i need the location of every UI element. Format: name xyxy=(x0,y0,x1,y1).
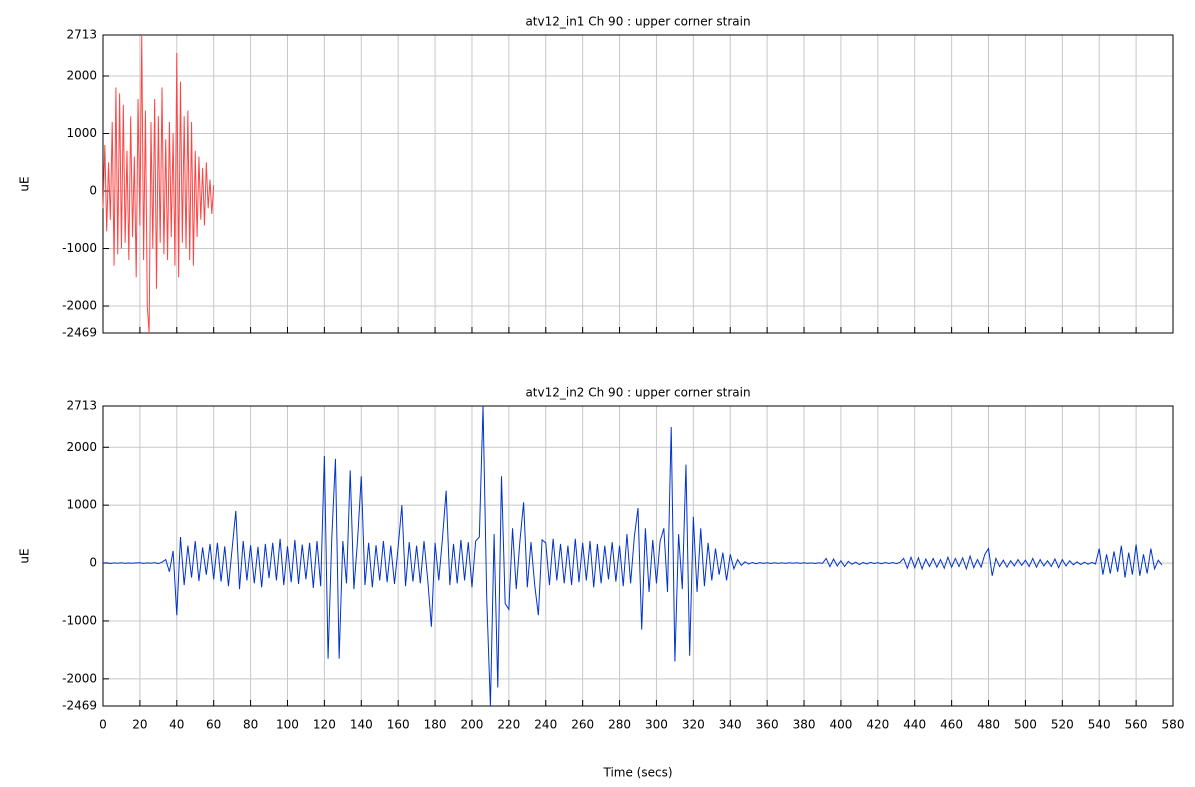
x-tick-label: 360 xyxy=(756,718,779,732)
x-tick-label: 380 xyxy=(793,718,816,732)
signal-line xyxy=(102,34,215,334)
signal-line xyxy=(102,405,1163,707)
y-tick-label: -2469 xyxy=(62,326,97,340)
chart-title: atv12_in2 Ch 90 : upper corner strain xyxy=(525,386,750,400)
x-tick-label: 80 xyxy=(243,718,258,732)
x-tick-label: 500 xyxy=(1014,718,1037,732)
x-tick-label: 400 xyxy=(829,718,852,732)
x-tick-label: 120 xyxy=(313,718,336,732)
y-tick-label: 2000 xyxy=(66,69,97,83)
x-tick-label: 20 xyxy=(132,718,147,732)
x-tick-label: 60 xyxy=(206,718,221,732)
y-tick-label: 1000 xyxy=(66,126,97,140)
chart-title: atv12_in1 Ch 90 : upper corner strain xyxy=(525,15,750,29)
x-tick-label: 100 xyxy=(276,718,299,732)
x-tick-label: 420 xyxy=(866,718,889,732)
x-tick-label: 460 xyxy=(940,718,963,732)
x-tick-label: 560 xyxy=(1125,718,1148,732)
x-tick-label: 540 xyxy=(1088,718,1111,732)
x-tick-label: 340 xyxy=(719,718,742,732)
x-tick-label: 240 xyxy=(534,718,557,732)
x-tick-label: 140 xyxy=(350,718,373,732)
y-axis-label: uE xyxy=(18,176,32,191)
y-axis-label: uE xyxy=(18,548,32,563)
x-tick-label: 580 xyxy=(1162,718,1185,732)
y-tick-label: 0 xyxy=(89,556,97,570)
x-tick-label: 220 xyxy=(497,718,520,732)
x-tick-label: 320 xyxy=(682,718,705,732)
y-tick-label: -1000 xyxy=(62,613,97,627)
x-axis-label: Time (secs) xyxy=(602,766,672,780)
x-tick-label: 520 xyxy=(1051,718,1074,732)
y-tick-label: 2000 xyxy=(66,440,97,454)
plot-frame xyxy=(102,405,1174,707)
y-tick-label: 2713 xyxy=(66,28,97,42)
x-tick-label: 200 xyxy=(461,718,484,732)
x-tick-label: 160 xyxy=(387,718,410,732)
x-tick-label: 300 xyxy=(645,718,668,732)
x-tick-label: 180 xyxy=(424,718,447,732)
x-tick-label: 40 xyxy=(169,718,184,732)
y-tick-label: -2000 xyxy=(62,671,97,685)
plot-frame xyxy=(102,34,1174,334)
y-tick-label: -2000 xyxy=(62,299,97,313)
x-tick-label: 0 xyxy=(99,718,107,732)
y-tick-label: 0 xyxy=(89,184,97,198)
x-tick-label: 260 xyxy=(571,718,594,732)
x-tick-label: 280 xyxy=(608,718,631,732)
x-tick-label: 480 xyxy=(977,718,1000,732)
y-tick-label: 1000 xyxy=(66,498,97,512)
x-tick-label: 440 xyxy=(903,718,926,732)
y-tick-label: -1000 xyxy=(62,241,97,255)
y-tick-label: 2713 xyxy=(66,399,97,413)
y-tick-label: -2469 xyxy=(62,699,97,713)
